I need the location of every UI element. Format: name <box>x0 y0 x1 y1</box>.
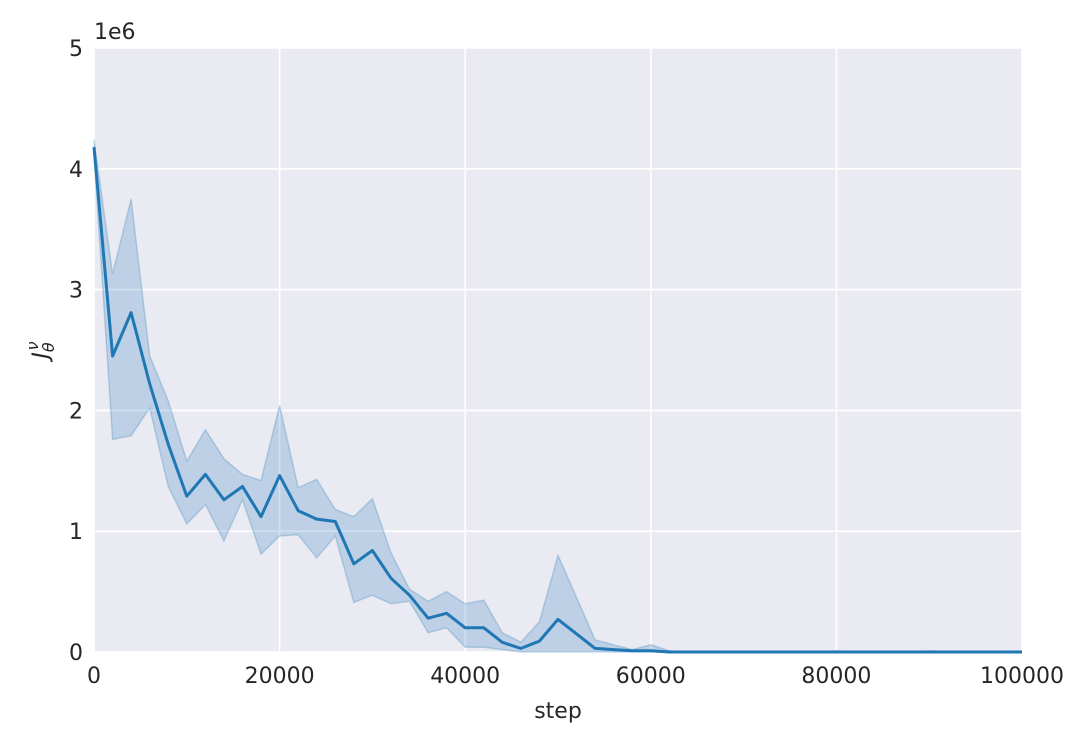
tick-labels: 0 20000 40000 60000 80000 100000 0 1 2 3 4 5 <box>69 37 1064 689</box>
x-tick-label: 60000 <box>616 664 686 689</box>
series-layer <box>92 139 1022 654</box>
y-axis-label-subscript: θ <box>39 342 58 352</box>
axis-offset-label: 1e6 <box>94 20 136 45</box>
y-tick-label: 3 <box>69 279 83 304</box>
y-tick-label: 0 <box>69 641 83 666</box>
y-axis-label-superscript: ν <box>23 341 42 350</box>
x-tick-label: 40000 <box>430 664 500 689</box>
x-tick-label: 0 <box>87 664 101 689</box>
x-tick-label: 20000 <box>245 664 315 689</box>
x-axis-label: step <box>534 699 582 724</box>
y-axis-label-main: J <box>29 352 54 363</box>
series-line <box>92 146 1022 654</box>
y-tick-label: 2 <box>69 399 83 424</box>
y-tick-label: 1 <box>69 520 83 545</box>
y-axis-label: Jθν <box>23 341 58 362</box>
plot-background <box>94 48 1022 652</box>
y-tick-label: 4 <box>69 158 83 183</box>
y-tick-label: 5 <box>69 37 83 62</box>
x-tick-label: 80000 <box>801 664 871 689</box>
x-tick-label: 100000 <box>980 664 1064 689</box>
grid-lines <box>93 47 1023 653</box>
